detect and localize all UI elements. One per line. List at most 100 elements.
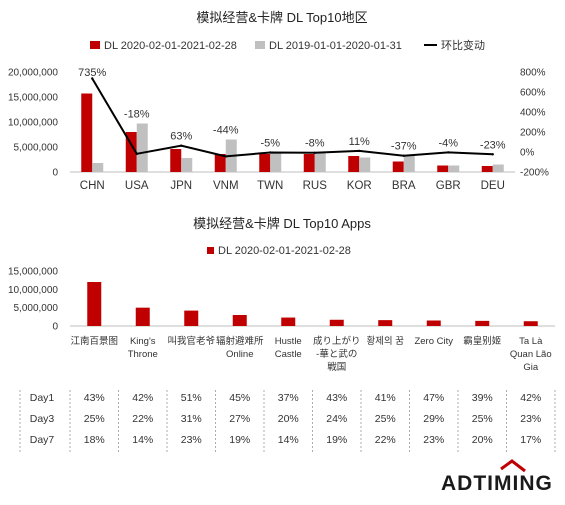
change-point-bra	[402, 154, 405, 157]
bar-current-kor	[348, 156, 360, 172]
table-cell: 14%	[132, 434, 153, 446]
bar-series	[81, 93, 504, 172]
x-tick-label: KOR	[347, 180, 372, 192]
x-tick-label: 황제의 꿈	[366, 336, 404, 347]
x-tick-label: 江南百景图	[70, 335, 118, 347]
x-tick-label: 辐射避难所 Online	[216, 335, 264, 360]
table-cell: 37%	[278, 392, 299, 404]
bar-previous-jpn	[181, 158, 193, 172]
bar-app-9	[475, 320, 490, 326]
table-row: Day1 43% 42% 51% 45% 37% 43% 41% 47% 39% 42%	[30, 392, 542, 404]
x-tick-label: 霸皇别姬	[463, 335, 502, 347]
y2-tick-label: 200%	[520, 128, 546, 139]
x-tick-label: USA	[125, 180, 149, 192]
x-tick-label: 成り上がり-華と武の戦国	[313, 335, 361, 373]
table-cell: 31%	[181, 413, 202, 425]
retention-table: Day1 43% 42% 51% 45% 37% 43% 41% 47% 39% 42% Day3 25…	[19, 390, 556, 452]
bar-app-6	[329, 319, 344, 326]
y2-tick-label: 400%	[520, 108, 546, 119]
brand-logo: ADTIMING	[441, 459, 553, 495]
table-row: Day7 18% 14% 23% 19% 14% 19% 22% 23% 20% 17%	[30, 434, 542, 446]
table-cell: 47%	[423, 392, 444, 404]
chart-title: 模拟经营&卡牌 DL Top10地区	[196, 10, 367, 25]
y-tick-label: 5,000,000	[14, 143, 59, 154]
x-tick-label: Ta Là Quan Lão Gia	[510, 336, 552, 373]
x-tick-label: CHN	[80, 180, 105, 192]
bar-previous-gbr	[448, 165, 460, 172]
table-cell: 22%	[375, 434, 396, 446]
bar-app-1	[87, 282, 102, 326]
table-cell: 25%	[84, 413, 105, 425]
y-tick-label: 5,000,000	[14, 303, 59, 314]
table-row: Day3 25% 22% 31% 27% 20% 24% 25% 29% 25% 23%	[30, 413, 542, 425]
table-cell: 24%	[326, 413, 347, 425]
bar-current-twn	[259, 154, 271, 172]
bar-app-5	[281, 317, 296, 326]
bar-app-10	[523, 321, 538, 326]
y-tick-label: 0	[52, 168, 58, 179]
change-point-rus	[313, 151, 316, 154]
top-regions-chart: 模拟经营&卡牌 DL Top10地区 DL 2020-02-01-2021-02…	[8, 10, 549, 192]
table-cell: 20%	[278, 413, 299, 425]
bar-previous-chn	[92, 163, 104, 172]
y-axis-left: 0 5,000,000 10,000,000 15,000,000	[8, 267, 59, 333]
data-label-rus: -8%	[305, 138, 325, 150]
data-label-kor: 11%	[349, 136, 370, 148]
bar-previous-usa	[136, 123, 148, 172]
table-cell: 25%	[375, 413, 396, 425]
change-point-chn	[91, 77, 94, 80]
data-label-vnm: -44%	[213, 125, 239, 137]
table-cell: 43%	[326, 392, 347, 404]
x-tick-label: JPN	[170, 180, 192, 192]
bar-app-3	[184, 310, 199, 326]
y-tick-label: 20,000,000	[8, 68, 58, 79]
bar-previous-twn	[270, 153, 282, 172]
table-cell: 22%	[132, 413, 153, 425]
bar-current-rus	[303, 154, 315, 172]
table-cell: 23%	[181, 434, 202, 446]
table-cell: 17%	[520, 434, 541, 446]
legend-label-current: DL 2020-02-01-2021-02-28	[104, 40, 237, 52]
legend-swatch-current	[90, 41, 100, 49]
y-tick-label: 10,000,000	[8, 118, 58, 129]
data-label-usa: -18%	[124, 109, 150, 121]
chart-title: 模拟经营&卡牌 DL Top10 Apps	[193, 216, 371, 231]
row-label: Day1	[30, 392, 55, 404]
y2-tick-label: 600%	[520, 88, 546, 99]
legend-label-previous: DL 2019-01-01-2020-01-31	[269, 40, 402, 52]
table-cell: 29%	[423, 413, 444, 425]
x-tick-label: DEU	[481, 180, 505, 192]
table-cell: 14%	[278, 434, 299, 446]
bar-current-vnm	[214, 154, 226, 172]
bar-current-usa	[125, 132, 137, 172]
data-labels: 735% -18% 63% -44% -5% -8% 11% -37% -4% -23%	[78, 67, 506, 153]
data-label-gbr: -4%	[438, 137, 458, 149]
table-cell: 45%	[229, 392, 250, 404]
bar-previous-rus	[314, 152, 326, 172]
table-cell: 23%	[520, 413, 541, 425]
change-line-series	[91, 77, 494, 158]
change-point-vnm	[224, 155, 227, 158]
change-point-twn	[269, 151, 272, 154]
x-tick-label: GBR	[436, 180, 461, 192]
legend-swatch-current	[207, 247, 214, 254]
table-cell: 41%	[375, 392, 396, 404]
table-cell: 23%	[423, 434, 444, 446]
top-apps-chart: 模拟经营&卡牌 DL Top10 Apps DL 2020-02-01-2021…	[8, 216, 555, 373]
change-point-gbr	[447, 151, 450, 154]
x-axis: 江南百景图 King's Throne 叫我官老爷 辐射避难所 Online Hustle C…	[70, 335, 551, 373]
brand-logo-text: ADTIMING	[441, 472, 553, 495]
data-label-chn: 735%	[78, 67, 106, 79]
bar-previous-kor	[359, 157, 371, 172]
data-label-deu: -23%	[480, 139, 506, 151]
change-line	[91, 77, 493, 158]
bar-current-jpn	[170, 149, 182, 172]
change-point-usa	[135, 152, 138, 155]
bar-current-deu	[481, 166, 493, 172]
table-cell: 19%	[229, 434, 250, 446]
change-point-jpn	[180, 144, 183, 147]
x-tick-label: BRA	[392, 180, 416, 192]
y2-tick-label: -200%	[520, 168, 549, 179]
